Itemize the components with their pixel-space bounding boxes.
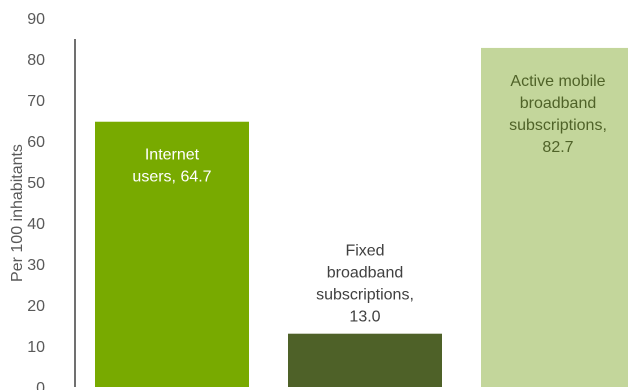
data-label: Internet bbox=[145, 147, 200, 164]
bar bbox=[481, 47, 628, 388]
data-label: subscriptions, bbox=[509, 117, 607, 134]
data-label: subscriptions, bbox=[316, 287, 414, 304]
y-axis: 0 10 20 30 40 50 60 70 80 90 bbox=[27, 11, 76, 390]
bar bbox=[288, 333, 442, 387]
y-tick-label: 70 bbox=[27, 93, 45, 110]
y-tick-label: 10 bbox=[27, 339, 45, 356]
data-label: 82.7 bbox=[542, 139, 573, 156]
y-tick-label: 50 bbox=[27, 175, 45, 192]
y-tick-label: 90 bbox=[27, 11, 45, 28]
y-tick-label: 0 bbox=[36, 380, 45, 390]
y-tick-label: 40 bbox=[27, 216, 45, 233]
y-tick-label: 20 bbox=[27, 298, 45, 315]
data-label: users, 64.7 bbox=[132, 169, 211, 186]
bars bbox=[95, 47, 628, 388]
y-tick-label: 80 bbox=[27, 52, 45, 69]
y-tick-label: 30 bbox=[27, 257, 45, 274]
data-labels: Internet users, 64.7 Fixed broadband subscri… bbox=[132, 73, 606, 326]
data-label: broadband bbox=[520, 95, 597, 112]
data-label: broadband bbox=[327, 265, 404, 282]
y-tick-label: 60 bbox=[27, 134, 45, 151]
data-label: Active mobile bbox=[510, 73, 605, 90]
bar bbox=[95, 121, 249, 387]
data-label: 13.0 bbox=[349, 309, 380, 326]
data-label: Fixed bbox=[345, 243, 384, 260]
y-axis-title: Per 100 inhabitants bbox=[9, 144, 26, 282]
